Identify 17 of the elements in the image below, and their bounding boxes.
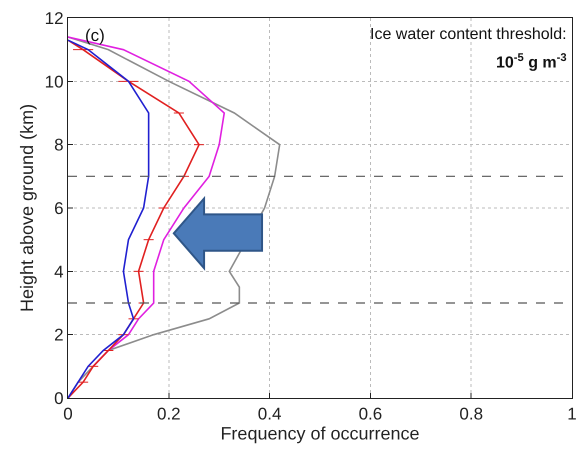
y-tick-label: 6 [54,198,64,218]
y-tick-label: 2 [54,326,64,345]
y-tick-label: 4 [54,262,64,282]
y-axis-title: Height above ground (km) [16,104,37,312]
x-tick-label: 0.4 [258,404,282,424]
y-tick-label: 8 [54,136,64,155]
y-tick-label: 12 [44,8,64,28]
annotation: Ice water content threshold: [370,26,567,43]
annotation: 10$^{-5}$ g m$^{-3}$ [496,52,567,72]
y-tick-label: 10 [44,72,64,92]
x-tick-label: 1 [567,404,577,424]
x-tick-label: 0.8 [459,404,484,424]
x-axis-title: Frequency of occurrence [220,424,420,444]
x-tick-label: 0.2 [156,404,181,424]
annotation: (c) [85,26,105,45]
x-tick-label: 0.6 [358,404,382,424]
y-tick-label: 0 [54,388,64,408]
